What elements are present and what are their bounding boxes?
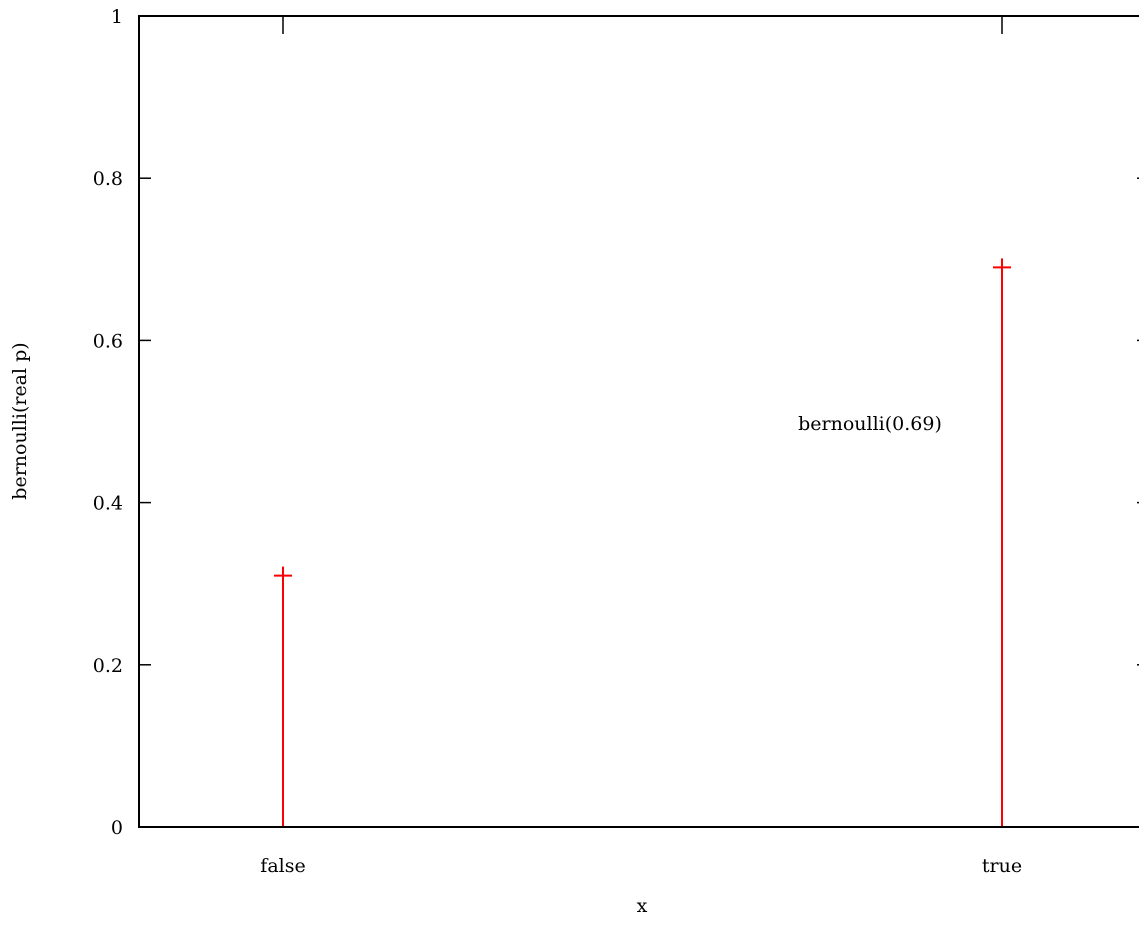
y-tick-label: 1 — [111, 6, 123, 28]
y-tick-label: 0.6 — [93, 330, 123, 352]
y-axis-label: bernoulli(real p) — [9, 342, 31, 499]
x-tick-label: true — [982, 855, 1022, 877]
x-tick-label: false — [260, 855, 305, 877]
axis-ticks — [139, 16, 1139, 827]
y-tick-label: 0 — [111, 817, 123, 839]
series-annotation: bernoulli(0.69) — [798, 413, 942, 435]
y-tick-label: 0.4 — [93, 493, 123, 515]
impulse-marks — [274, 258, 1011, 827]
y-tick-label: 0.8 — [93, 168, 123, 190]
tick-labels: 0 0.2 0.4 0.6 0.8 1 false true — [93, 6, 1022, 877]
plot-frame — [138, 15, 1139, 828]
y-tick-label: 0.2 — [93, 655, 123, 677]
x-axis-label: x — [637, 895, 648, 917]
